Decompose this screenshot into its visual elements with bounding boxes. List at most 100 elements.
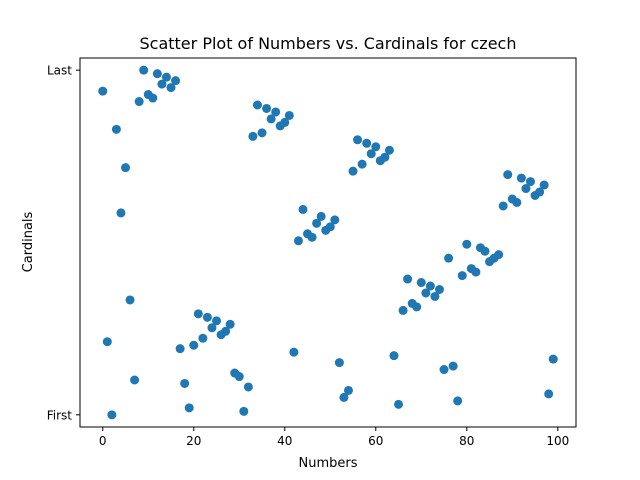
- scatter-point: [175, 344, 185, 354]
- scatter-point: [262, 103, 272, 113]
- scatter-point: [243, 382, 253, 392]
- scatter-point: [325, 222, 335, 232]
- x-tick-label: 20: [186, 434, 201, 448]
- scatter-point: [121, 163, 131, 173]
- scatter-point: [98, 86, 108, 96]
- scatter-point: [398, 305, 408, 315]
- scatter-point: [412, 302, 422, 312]
- scatter-point: [439, 365, 449, 375]
- scatter-point: [362, 138, 372, 148]
- scatter-point: [535, 187, 545, 197]
- scatter-point: [316, 211, 326, 221]
- scatter-point: [130, 375, 140, 385]
- scatter-point: [307, 232, 317, 242]
- scatter-point: [457, 271, 467, 281]
- scatter-point: [444, 253, 454, 263]
- scatter-point: [516, 173, 526, 183]
- plot-area-frame: [79, 57, 577, 428]
- scatter-point: [539, 180, 549, 190]
- scatter-point: [225, 319, 235, 329]
- scatter-point: [494, 250, 504, 260]
- scatter-point: [271, 107, 281, 117]
- x-axis: 0 20 40 60 80 100: [99, 427, 569, 448]
- scatter-point: [480, 246, 490, 256]
- x-tick-label: 80: [459, 434, 474, 448]
- scatter-point: [148, 93, 158, 103]
- scatter-point: [384, 145, 394, 155]
- scatter-point: [430, 291, 440, 301]
- scatter-point: [394, 399, 404, 409]
- scatter-point: [248, 131, 258, 141]
- scatter-point: [330, 215, 340, 225]
- scatter-point: [298, 204, 308, 214]
- scatter-point: [339, 392, 349, 402]
- scatter-point: [171, 76, 181, 86]
- scatter-point: [166, 83, 176, 93]
- scatter-point: [239, 406, 249, 416]
- x-tick-label: 100: [546, 434, 569, 448]
- scatter-point: [453, 396, 463, 406]
- scatter-point: [180, 378, 190, 388]
- points-layer: [98, 65, 558, 420]
- scatter-point: [371, 142, 381, 152]
- scatter-point: [161, 72, 171, 82]
- scatter-point: [471, 267, 481, 277]
- scatter-point: [116, 208, 126, 218]
- scatter-point: [266, 114, 276, 124]
- scatter-point: [280, 117, 290, 127]
- scatter-point: [498, 201, 508, 211]
- scatter-point: [548, 354, 558, 364]
- scatter-point: [252, 100, 262, 110]
- scatter-point: [257, 128, 267, 138]
- scatter-point: [366, 149, 376, 159]
- y-tick-label: Last: [47, 64, 72, 78]
- scatter-point: [107, 410, 117, 420]
- scatter-point: [134, 97, 144, 107]
- scatter-point: [525, 177, 535, 187]
- y-axis: First Last: [47, 64, 80, 422]
- scatter-point: [544, 389, 554, 399]
- scatter-point: [521, 184, 531, 194]
- scatter-point: [212, 316, 222, 326]
- scatter-point: [125, 295, 135, 305]
- scatter-point: [234, 372, 244, 382]
- scatter-point: [512, 197, 522, 207]
- scatter-point: [102, 337, 112, 347]
- y-axis-label: Cardinals: [21, 211, 36, 272]
- scatter-point: [221, 326, 231, 336]
- scatter-point: [434, 284, 444, 294]
- scatter-point: [353, 135, 363, 145]
- scatter-point: [503, 170, 513, 180]
- scatter-point: [312, 218, 322, 228]
- scatter-point: [334, 358, 344, 368]
- x-tick-label: 0: [99, 434, 107, 448]
- scatter-point: [462, 239, 472, 249]
- scatter-point: [403, 274, 413, 284]
- scatter-point: [152, 69, 162, 79]
- chart-title: Scatter Plot of Numbers vs. Cardinals fo…: [140, 34, 517, 53]
- scatter-point: [193, 309, 203, 319]
- scatter-point: [207, 323, 217, 333]
- scatter-point: [157, 79, 167, 89]
- scatter-point: [348, 166, 358, 176]
- scatter-point: [357, 159, 367, 169]
- scatter-point: [421, 288, 431, 298]
- scatter-point: [189, 340, 199, 350]
- scatter-point: [202, 312, 212, 322]
- scatter-point: [380, 152, 390, 162]
- scatter-point: [448, 361, 458, 371]
- scatter-point: [343, 385, 353, 395]
- x-tick-label: 60: [368, 434, 383, 448]
- scatter-point: [184, 403, 194, 413]
- x-tick-label: 40: [277, 434, 292, 448]
- scatter-point: [293, 236, 303, 246]
- scatter-point: [139, 65, 149, 75]
- scatter-point: [389, 351, 399, 361]
- y-tick-label: First: [47, 408, 73, 422]
- scatter-point: [416, 278, 426, 288]
- scatter-point: [289, 347, 299, 357]
- scatter-point: [198, 333, 208, 343]
- scatter-point: [111, 124, 121, 134]
- scatter-point: [425, 281, 435, 291]
